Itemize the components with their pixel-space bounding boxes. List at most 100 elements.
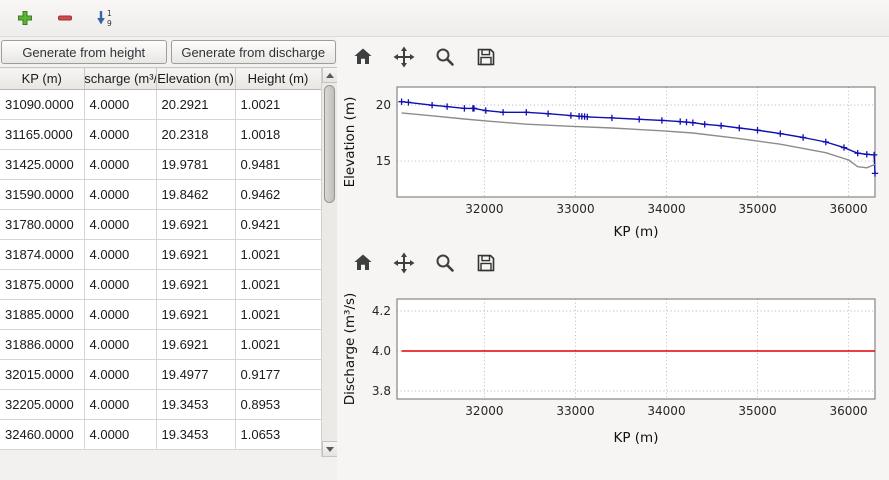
elevation-chart-toolbar: [337, 39, 500, 75]
table-row: 31425.0000 4.0000 19.9781 0.9481: [0, 149, 322, 180]
table-cell[interactable]: 19.6921: [156, 209, 236, 240]
up-arrow-icon: [326, 72, 334, 78]
table-cell[interactable]: 31874.0000: [0, 239, 85, 270]
table-cell[interactable]: 32205.0000: [0, 389, 85, 420]
svg-text:35000: 35000: [738, 202, 776, 216]
table-cell[interactable]: 4.0000: [84, 359, 157, 390]
table-cell[interactable]: 0.8953: [235, 389, 322, 420]
svg-text:36000: 36000: [830, 202, 868, 216]
table-cell[interactable]: 1.0018: [235, 119, 322, 150]
add-icon: [18, 11, 32, 25]
generate-from-discharge-button[interactable]: Generate from discharge: [170, 40, 336, 64]
column-header[interactable]: Height (m): [235, 67, 322, 90]
column-header[interactable]: Discharge (m³/s): [84, 67, 157, 90]
table-cell[interactable]: 19.6921: [156, 329, 236, 360]
table-cell[interactable]: 4.0000: [84, 239, 157, 270]
svg-text:32000: 32000: [465, 404, 503, 418]
table-cell[interactable]: 4.0000: [84, 179, 157, 210]
table-scrollbar[interactable]: [321, 67, 338, 457]
svg-text:KP (m): KP (m): [614, 430, 659, 446]
table-cell[interactable]: 19.6921: [156, 299, 236, 330]
scroll-up-button[interactable]: [322, 67, 338, 83]
scrollbar-thumb[interactable]: [324, 85, 335, 203]
charts-panel: 32000 33000 34000 35000 36000 15 20 KP (m) Eleva…: [337, 37, 889, 480]
save-button[interactable]: [472, 249, 500, 277]
table-cell[interactable]: 19.6921: [156, 269, 236, 300]
table-cell[interactable]: 20.2318: [156, 119, 236, 150]
table-cell[interactable]: 31885.0000: [0, 299, 85, 330]
table-cell[interactable]: 31886.0000: [0, 329, 85, 360]
table-cell[interactable]: 1.0021: [235, 89, 322, 120]
table-cell[interactable]: 4.0000: [84, 389, 157, 420]
save-button[interactable]: [472, 43, 500, 71]
svg-text:9: 9: [107, 19, 112, 28]
remove-row-button[interactable]: [52, 5, 78, 31]
table-cell[interactable]: 4.0000: [84, 269, 157, 300]
table-cell[interactable]: 31875.0000: [0, 269, 85, 300]
table-cell[interactable]: 1.0653: [235, 419, 322, 450]
table-row: 31090.0000 4.0000 20.2921 1.0021: [0, 89, 322, 120]
table-cell[interactable]: 0.9421: [235, 209, 322, 240]
home-icon: [354, 48, 372, 64]
column-header[interactable]: Elevation (m): [156, 67, 236, 90]
home-icon: [354, 254, 372, 270]
home-button[interactable]: [349, 43, 377, 71]
table-cell[interactable]: 31590.0000: [0, 179, 85, 210]
generate-from-height-button[interactable]: Generate from height: [1, 40, 167, 64]
add-row-button[interactable]: [12, 5, 38, 31]
pan-button[interactable]: [390, 43, 418, 71]
sort-rows-button[interactable]: 1 9: [92, 5, 118, 31]
table-cell[interactable]: 0.9177: [235, 359, 322, 390]
home-button[interactable]: [349, 249, 377, 277]
table-cell[interactable]: 19.8462: [156, 179, 236, 210]
table-cell[interactable]: 31165.0000: [0, 119, 85, 150]
table-cell[interactable]: 4.0000: [84, 119, 157, 150]
table-cell[interactable]: 19.9781: [156, 149, 236, 180]
table-cell[interactable]: 20.2921: [156, 89, 236, 120]
table-cell[interactable]: 4.0000: [84, 419, 157, 450]
table-cell[interactable]: 4.0000: [84, 299, 157, 330]
table-row: 31885.0000 4.0000 19.6921 1.0021: [0, 299, 322, 330]
table-cell[interactable]: 32015.0000: [0, 359, 85, 390]
table-cell[interactable]: 19.3453: [156, 419, 236, 450]
table-cell[interactable]: 19.3453: [156, 389, 236, 420]
table-cell[interactable]: 31090.0000: [0, 89, 85, 120]
discharge-chart-canvas[interactable]: 32000 33000 34000 35000 36000 3.8 4.0 4.2 KP (m)…: [339, 285, 887, 447]
elevation-chart-canvas[interactable]: 32000 33000 34000 35000 36000 15 20 KP (m) Eleva…: [339, 79, 887, 241]
table-cell[interactable]: 4.0000: [84, 89, 157, 120]
zoom-button[interactable]: [431, 249, 459, 277]
svg-text:4.2: 4.2: [372, 304, 391, 318]
table-cell[interactable]: 31425.0000: [0, 149, 85, 180]
table-cell[interactable]: 19.6921: [156, 239, 236, 270]
table-cell[interactable]: 0.9481: [235, 149, 322, 180]
pan-icon: [393, 46, 415, 68]
generate-button-row: Generate from height Generate from disch…: [1, 40, 336, 64]
zoom-button[interactable]: [431, 43, 459, 71]
table-row: 31780.0000 4.0000 19.6921 0.9421: [0, 209, 322, 240]
table-cell[interactable]: 4.0000: [84, 149, 157, 180]
table-cell[interactable]: 4.0000: [84, 329, 157, 360]
zoom-icon: [436, 254, 454, 272]
table-cell[interactable]: 31780.0000: [0, 209, 85, 240]
svg-text:3.8: 3.8: [372, 384, 391, 398]
save-icon: [477, 254, 495, 272]
svg-text:4.0: 4.0: [372, 344, 391, 358]
table-cell[interactable]: 1.0021: [235, 269, 322, 300]
table-cell[interactable]: 1.0021: [235, 329, 322, 360]
pan-button[interactable]: [390, 249, 418, 277]
svg-text:34000: 34000: [647, 202, 685, 216]
table-cell[interactable]: 1.0021: [235, 239, 322, 270]
table-cell[interactable]: 4.0000: [84, 209, 157, 240]
table-cell[interactable]: 0.9462: [235, 179, 322, 210]
scroll-down-button[interactable]: [322, 441, 338, 457]
column-header[interactable]: KP (m): [0, 67, 85, 90]
svg-text:35000: 35000: [738, 404, 776, 418]
table-cell[interactable]: 19.4977: [156, 359, 236, 390]
table-cell[interactable]: 1.0021: [235, 299, 322, 330]
table-row: 32460.0000 4.0000 19.3453 1.0653: [0, 419, 322, 450]
zoom-icon: [436, 48, 454, 66]
svg-text:1: 1: [107, 9, 112, 18]
table-cell[interactable]: 32460.0000: [0, 419, 85, 450]
svg-text:Discharge (m³/s): Discharge (m³/s): [342, 293, 358, 406]
